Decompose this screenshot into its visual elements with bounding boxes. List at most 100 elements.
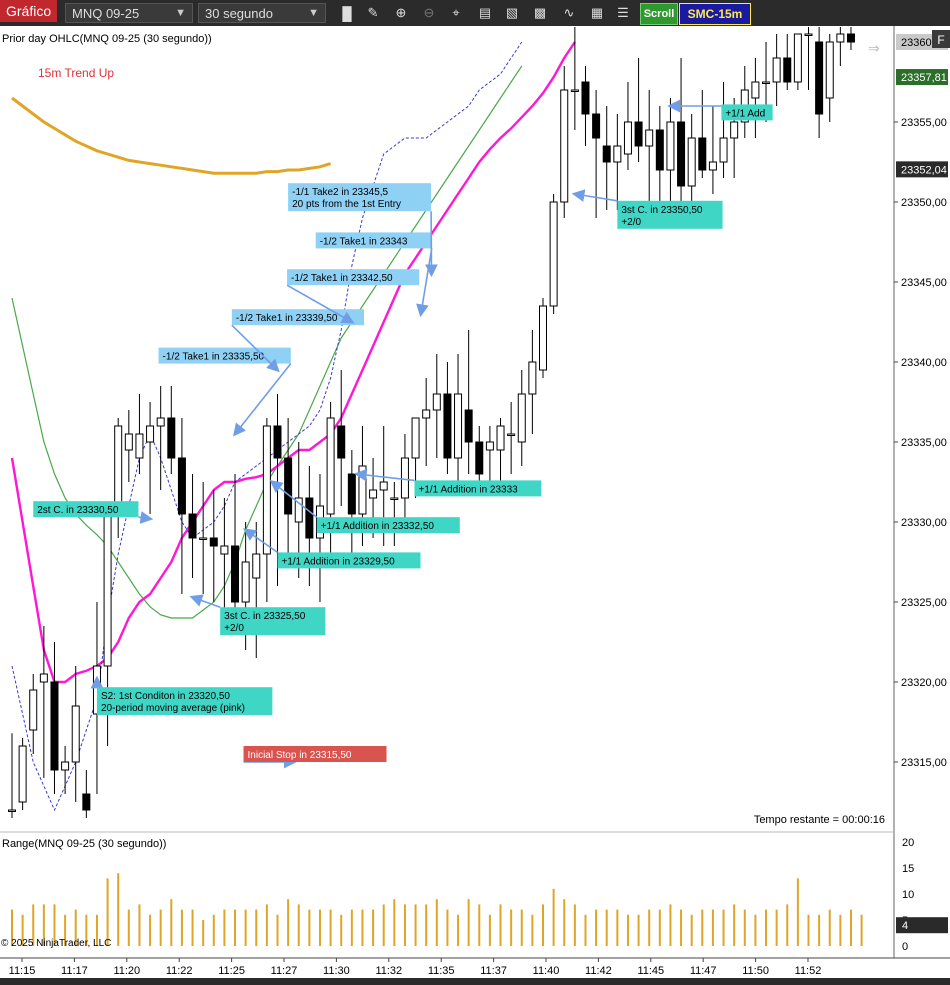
zoom-out-icon[interactable]: ⊖ [423, 5, 435, 20]
list-icon[interactable]: ☰ [617, 5, 629, 20]
trade-annotation[interactable]: Inicial Stop in 23315,50 [243, 746, 387, 769]
arrow-right-icon[interactable]: ⇒ [868, 40, 880, 56]
candle [825, 34, 834, 122]
volume-bar [446, 909, 449, 946]
trade-annotation[interactable]: -1/1 Take2 in 23345,520 pts from the 1st… [288, 183, 438, 278]
candle-body-up [369, 489, 378, 499]
data-box-icon[interactable]: ▦ [590, 5, 604, 20]
volume-bar [467, 899, 470, 946]
trade-annotation[interactable]: 3st C. in 23350,50+2/0 [571, 189, 723, 229]
trade-annotation[interactable]: -1/2 Take1 in 23339,50 [231, 309, 365, 373]
candle [496, 418, 505, 482]
axis-f-button[interactable] [932, 30, 950, 48]
volume-bar [42, 904, 45, 946]
zoom-in-icon[interactable]: ⊕ [395, 5, 407, 20]
interval-selector[interactable]: 30 segundo ▼ [198, 3, 326, 23]
instrument-selector[interactable]: MNQ 09-25 ▼ [65, 3, 193, 23]
candle-body-up [390, 497, 399, 500]
volume-bar [21, 914, 24, 946]
candle-body-down [305, 497, 314, 539]
volume-bar [361, 909, 364, 946]
annotation-text: Inicial Stop in 23315,50 [248, 750, 352, 761]
candle-body-up [135, 433, 144, 459]
trade-annotation[interactable]: -1/2 Take1 in 23343 [315, 232, 433, 318]
volume-bar [499, 904, 502, 946]
candle-body-down [188, 513, 197, 539]
candle-body-up [241, 561, 250, 603]
candle-body-up [687, 137, 696, 187]
indicators-icon[interactable]: ∿ [563, 5, 575, 20]
strategies-icon[interactable]: ▩ [533, 5, 547, 20]
candle-body-up [485, 441, 494, 451]
price-tick-label: 23350,00 [901, 197, 947, 209]
trade-annotation[interactable]: +1/1 Addition in 23333 [353, 468, 542, 497]
candle [422, 378, 431, 466]
bottom-scrollbar[interactable] [0, 978, 950, 985]
instrument-value: MNQ 09-25 [72, 5, 140, 21]
annotation-text: 3st C. in 23325,50 [224, 611, 306, 622]
candle [549, 194, 558, 314]
chevron-down-icon: ▼ [308, 7, 319, 19]
trade-annotation[interactable]: +1/1 Add [667, 99, 773, 121]
candle [464, 330, 473, 474]
candle-body-up [8, 809, 16, 812]
volume-bar [637, 914, 640, 946]
price-tick-label: 23325,00 [901, 597, 947, 609]
sma200-layer [11, 96, 332, 175]
trade-annotation[interactable]: +1/1 Addition in 23329,50 [243, 528, 421, 569]
candle [655, 106, 664, 210]
candle-body-up [507, 433, 516, 436]
candle-body-up [751, 81, 760, 99]
volume-bar [605, 909, 608, 946]
volume-bar [329, 909, 332, 946]
time-tick-label: 11:42 [585, 965, 612, 977]
volume-bar [435, 899, 438, 946]
candle [443, 362, 452, 474]
candle [623, 82, 632, 170]
candle-body-up [454, 393, 463, 459]
trade-annotation[interactable]: 3st C. in 23325,50+2/0 [189, 594, 326, 636]
candle-body-up [71, 705, 80, 763]
chart-trader-icon[interactable]: ▧ [505, 5, 519, 20]
annotation-arrow [286, 284, 355, 324]
properties-icon[interactable]: ▤ [478, 5, 492, 20]
volume-bar [414, 904, 417, 946]
bar-style-icon[interactable]: █ [342, 5, 352, 21]
annotation-box [96, 687, 273, 716]
smc-15m-button[interactable]: SMC-15m [679, 3, 751, 25]
trade-annotation[interactable]: 2st C. in 23330,50 [33, 501, 154, 524]
price-tick-label: 23320,00 [901, 677, 947, 689]
volume-bar [53, 904, 56, 946]
candle [475, 426, 484, 482]
candle-body-up [199, 537, 208, 540]
annotation-arrow [269, 480, 318, 518]
volume-bar [839, 914, 842, 946]
candle-body-down [655, 129, 664, 171]
candle-body-up [39, 673, 48, 683]
annotation-box [617, 200, 723, 229]
volume-current-label: 4 [902, 920, 908, 932]
scroll-button[interactable]: Scroll [640, 3, 678, 25]
candle [804, 27, 813, 90]
candle-body-down [347, 473, 356, 515]
trade-annotation[interactable]: +1/1 Addition in 23332,50 [269, 480, 460, 534]
candle-body-down [284, 457, 293, 515]
crosshair-icon[interactable]: ⌖ [452, 5, 460, 20]
time-tick-label: 11:35 [428, 965, 455, 977]
volume-bar [74, 909, 77, 946]
trade-annotation[interactable]: -1/2 Take1 in 23342,50 [286, 269, 420, 324]
candle-body-down [82, 793, 91, 811]
annotation-text: -1/1 Take2 in 23345,5 [292, 187, 388, 198]
draw-pencil-icon[interactable]: ✎ [367, 5, 379, 20]
candle-body-up [400, 457, 409, 499]
annotation-box [414, 480, 542, 497]
candle [698, 90, 707, 178]
candle [602, 106, 611, 210]
annotation-text: 20 pts from the 1st Entry [292, 199, 401, 210]
candle-body-up [804, 33, 813, 36]
volume-bar [584, 914, 587, 946]
volume-bar [542, 904, 544, 946]
annotation-text: 3st C. in 23350,50 [621, 205, 703, 216]
